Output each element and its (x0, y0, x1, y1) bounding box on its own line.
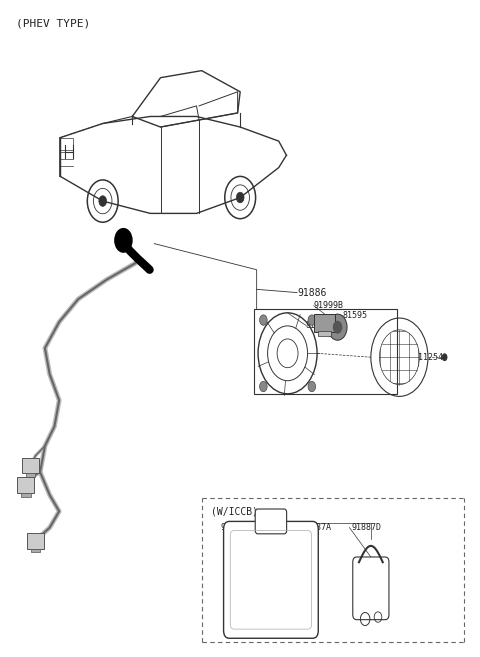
Text: (W/ICCB): (W/ICCB) (212, 506, 258, 516)
Circle shape (99, 196, 107, 206)
Bar (318, 331, 331, 336)
Text: (PHEV TYPE): (PHEV TYPE) (16, 18, 91, 28)
FancyBboxPatch shape (353, 557, 389, 620)
Bar (254, 309, 397, 394)
Bar (21, 493, 31, 497)
Circle shape (115, 229, 132, 252)
Text: 91887A: 91887A (302, 523, 332, 532)
Text: 81371A: 81371A (306, 321, 336, 330)
Bar (314, 314, 335, 332)
Bar (17, 478, 35, 493)
Bar (27, 533, 44, 549)
Circle shape (260, 381, 267, 392)
Circle shape (308, 381, 316, 392)
Bar (60, 137, 73, 150)
Text: 91887D: 91887D (352, 523, 382, 532)
Circle shape (308, 315, 316, 325)
Text: 81595: 81595 (342, 311, 367, 320)
Text: 91999B: 91999B (314, 301, 344, 310)
FancyBboxPatch shape (255, 509, 287, 534)
Bar (26, 474, 36, 478)
Bar (31, 549, 40, 553)
Circle shape (260, 315, 267, 325)
Text: 91886: 91886 (297, 288, 326, 298)
Circle shape (333, 321, 342, 334)
Circle shape (328, 314, 347, 340)
Circle shape (442, 353, 447, 361)
Text: 91999A: 91999A (221, 523, 251, 532)
Circle shape (236, 193, 244, 203)
Text: ICCB
Cable: ICCB Cable (266, 571, 280, 582)
Text: 11254: 11254 (419, 353, 444, 363)
Bar (22, 458, 39, 474)
FancyBboxPatch shape (224, 522, 318, 638)
